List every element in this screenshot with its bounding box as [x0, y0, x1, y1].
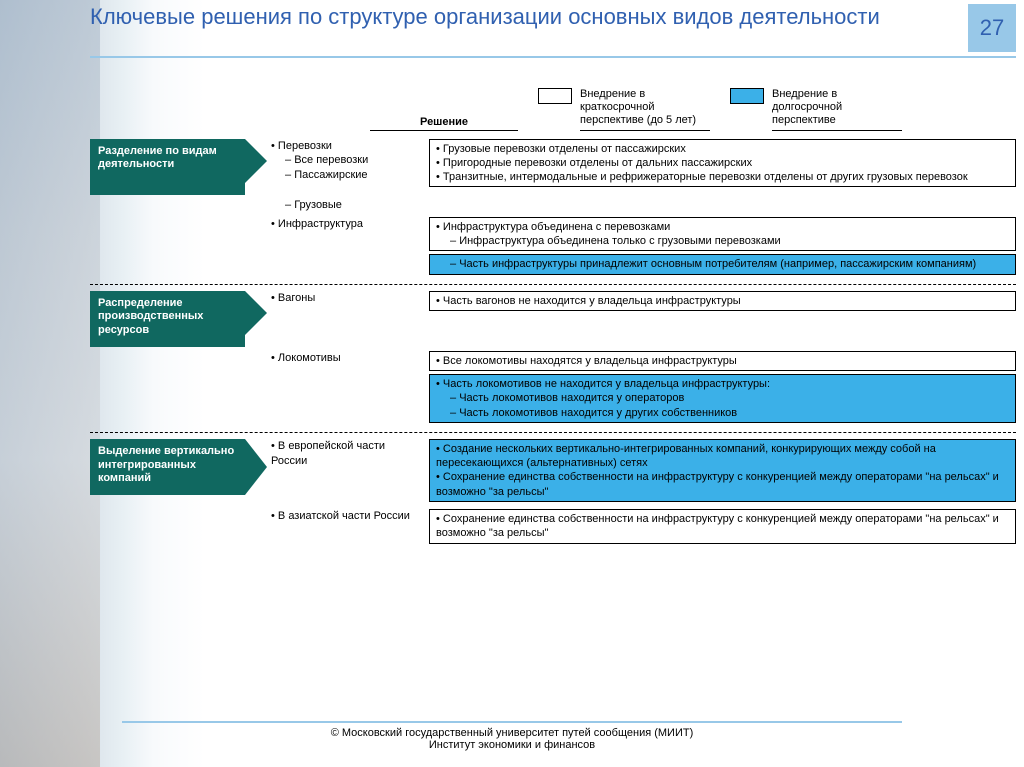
solution-label: Пассажирские: [271, 168, 419, 183]
solution-label-col: Инфраструктура: [271, 217, 419, 232]
solution-label: Перевозки: [271, 139, 419, 154]
category-arrow: Распределение производственных ресурсов: [90, 291, 245, 347]
detail-col: Часть вагонов не находится у владельца и…: [429, 291, 1016, 314]
legend-solution-header: Решение: [370, 116, 518, 131]
category-arrow: Разделение по видам деятельности: [90, 139, 245, 195]
box-short-term: Грузовые перевозки отделены от пассажирс…: [429, 139, 1016, 188]
box-long-term: Часть инфраструктуры принадлежит основны…: [429, 254, 1016, 274]
box-long-term: Часть локомотивов не находится у владель…: [429, 374, 1016, 423]
solution-label-col: В европейской части России: [271, 439, 419, 469]
detail-item: Транзитные, интермодальные и рефрижерато…: [436, 170, 1009, 184]
box-short-term: Часть вагонов не находится у владельца и…: [429, 291, 1016, 311]
footer-text-2: Институт экономики и финансов: [0, 739, 1024, 751]
detail-item: Создание нескольких вертикально-интегрир…: [436, 442, 1009, 471]
section: Выделение вертикально интегрированных ко…: [90, 439, 1016, 547]
detail-col: Грузовые перевозки отделены от пассажирс…: [429, 139, 1016, 191]
legend-row: Решение Внедрение в краткосрочной перспе…: [370, 88, 1016, 131]
detail-item: Грузовые перевозки отделены от пассажирс…: [436, 142, 1009, 156]
box-short-term: Сохранение единства собственности на инф…: [429, 509, 1016, 544]
detail-col: Сохранение единства собственности на инф…: [429, 509, 1016, 547]
solution-label: [271, 183, 419, 198]
detail-item: Часть локомотивов не находится у владель…: [436, 377, 1009, 391]
content-area: Решение Внедрение в краткосрочной перспе…: [90, 88, 1016, 547]
detail-item: Часть вагонов не находится у владельца и…: [436, 294, 1009, 308]
solution-label: Инфраструктура: [271, 217, 419, 232]
footer: © Московский государственный университет…: [0, 721, 1024, 751]
section-divider: [90, 284, 1016, 285]
solution-label-col: В азиатской части России: [271, 509, 419, 524]
slide-title: Ключевые решения по структуре организаци…: [90, 4, 968, 30]
title-row: Ключевые решения по структуре организаци…: [90, 4, 1016, 52]
detail-col: Инфраструктура объединена с перевозкамиИ…: [429, 217, 1016, 278]
section-row: Локомотивы Все локомотивы находятся у вла…: [90, 351, 1016, 426]
title-underline: [90, 56, 1016, 58]
detail-item: Часть локомотивов находится у операторов: [436, 391, 1009, 405]
box-long-term: Создание нескольких вертикально-интегрир…: [429, 439, 1016, 502]
section-row: Разделение по видам деятельности Перевозк…: [90, 139, 1016, 213]
section-row: Распределение производственных ресурсов В…: [90, 291, 1016, 347]
swatch-long: [730, 88, 764, 104]
solution-label: Локомотивы: [271, 351, 419, 366]
detail-item: Пригородные перевозки отделены от дальни…: [436, 156, 1009, 170]
swatch-short: [538, 88, 572, 104]
detail-item: Часть локомотивов находится у других соб…: [436, 406, 1009, 420]
solution-label: В азиатской части России: [271, 509, 419, 524]
page-number-badge: 27: [968, 4, 1016, 52]
section: Распределение производственных ресурсов В…: [90, 291, 1016, 426]
detail-item: Все локомотивы находятся у владельца инф…: [436, 354, 1009, 368]
background-photo: [0, 0, 100, 767]
section-row: Инфраструктура Инфраструктура объединена …: [90, 217, 1016, 278]
solution-label-col: Локомотивы: [271, 351, 419, 366]
sections-host: Разделение по видам деятельности Перевозк…: [90, 139, 1016, 547]
legend-short-text: Внедрение в краткосрочной перспективе (д…: [580, 88, 710, 131]
legend-short-term: Внедрение в краткосрочной перспективе (д…: [538, 88, 710, 131]
legend-long-term: Внедрение в долгосрочной перспективе: [730, 88, 902, 131]
slide: Ключевые решения по структуре организаци…: [90, 4, 1016, 757]
section-row: Выделение вертикально интегрированных ко…: [90, 439, 1016, 505]
legend-long-text: Внедрение в долгосрочной перспективе: [772, 88, 902, 131]
footer-line: [122, 721, 902, 723]
box-short-term: Инфраструктура объединена с перевозкамиИ…: [429, 217, 1016, 252]
detail-item: Инфраструктура объединена только с грузо…: [436, 234, 1009, 248]
detail-col: Создание нескольких вертикально-интегрир…: [429, 439, 1016, 505]
detail-item: Часть инфраструктуры принадлежит основны…: [436, 257, 1009, 271]
detail-item: Сохранение единства собственности на инф…: [436, 512, 1009, 541]
section-divider: [90, 432, 1016, 433]
section-row: В азиатской части России Сохранение единс…: [90, 509, 1016, 547]
box-short-term: Все локомотивы находятся у владельца инф…: [429, 351, 1016, 371]
solution-label: Вагоны: [271, 291, 419, 306]
category-arrow: Выделение вертикально интегрированных ко…: [90, 439, 245, 495]
solution-label-col: ПеревозкиВсе перевозкиПассажирские Грузо…: [271, 139, 419, 213]
solution-label: Грузовые: [271, 198, 419, 213]
solution-label: Все перевозки: [271, 153, 419, 168]
section: Разделение по видам деятельности Перевозк…: [90, 139, 1016, 278]
footer-text-1: © Московский государственный университет…: [0, 727, 1024, 739]
solution-label-col: Вагоны: [271, 291, 419, 306]
solution-label: В европейской части России: [271, 439, 419, 469]
detail-item: Инфраструктура объединена с перевозками: [436, 220, 1009, 234]
detail-item: Сохранение единства собственности на инф…: [436, 470, 1009, 499]
detail-col: Все локомотивы находятся у владельца инф…: [429, 351, 1016, 426]
